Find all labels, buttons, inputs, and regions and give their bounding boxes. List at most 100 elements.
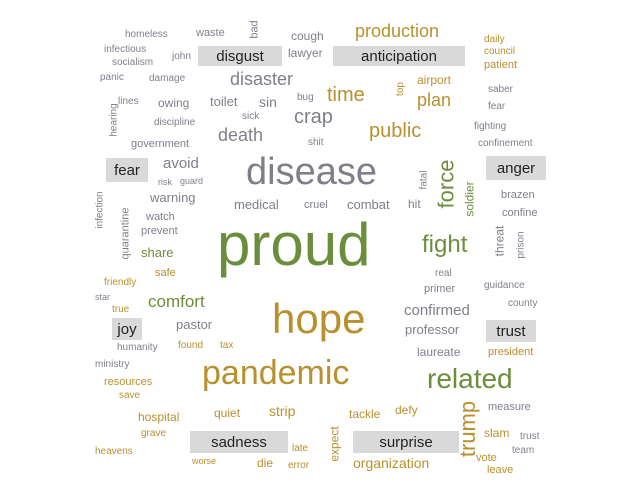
word-organization: organization	[353, 456, 429, 470]
word-production: production	[355, 22, 439, 40]
word-friendly: friendly	[104, 278, 136, 288]
word-late: late	[292, 444, 308, 454]
emotion-label-surprise: surprise	[353, 431, 459, 453]
word-trump: trump	[457, 401, 479, 457]
word-trust: trust	[520, 432, 539, 442]
word-real: real	[435, 269, 452, 279]
word-infectious: infectious	[104, 45, 146, 55]
word-plan: plan	[417, 91, 451, 109]
word-hearing: hearing	[110, 103, 120, 136]
word-error: error	[288, 461, 309, 471]
word-tax: tax	[220, 341, 233, 351]
word-time: time	[327, 85, 365, 105]
word-airport: airport	[417, 74, 451, 86]
word-cough: cough	[291, 30, 324, 42]
word-lawyer: lawyer	[288, 47, 323, 59]
word-grave: grave	[141, 429, 166, 439]
word-owing: owing	[158, 97, 189, 109]
word-fight: fight	[422, 233, 467, 257]
word-found: found	[178, 341, 203, 351]
word-toilet: toilet	[210, 95, 237, 108]
word-fear: fear	[488, 102, 505, 112]
word-disease: disease	[246, 153, 377, 191]
word-worse: worse	[192, 457, 216, 466]
word-risk: risk	[158, 178, 172, 187]
word-sin: sin	[259, 95, 277, 109]
word-bad: bad	[250, 20, 261, 38]
word-fatal: fatal	[419, 171, 429, 190]
word-confirmed: confirmed	[404, 303, 470, 318]
word-medical: medical	[234, 198, 279, 211]
word-safe: safe	[155, 268, 176, 279]
word-daily: daily	[484, 35, 505, 45]
word-shit: shit	[308, 138, 324, 148]
word-patient: patient	[484, 60, 517, 71]
word-save: save	[119, 391, 140, 401]
word-defy: defy	[395, 404, 418, 416]
word-john: john	[172, 52, 191, 62]
word-death: death	[218, 126, 263, 144]
word-crap: crap	[294, 107, 333, 127]
word-primer: primer	[424, 284, 455, 295]
word-saber: saber	[488, 85, 513, 95]
word-hope: hope	[272, 298, 365, 340]
word-lines: lines	[118, 97, 139, 107]
word-cruel: cruel	[304, 200, 328, 211]
word-prison: prison	[517, 231, 527, 258]
word-pastor: pastor	[176, 318, 212, 331]
emotion-label-trust: trust	[486, 320, 536, 342]
word-leave: leave	[487, 465, 513, 476]
word-vote: vote	[476, 453, 497, 464]
word-share: share	[141, 246, 174, 259]
word-confinement: confinement	[478, 139, 532, 149]
word-guidance: guidance	[484, 281, 525, 291]
word-true: true	[112, 305, 129, 315]
word-slam: slam	[484, 427, 509, 439]
emotion-label-fear: fear	[106, 158, 148, 182]
word-infection: infection	[96, 191, 106, 228]
word-homeless: homeless	[125, 30, 168, 40]
word-heavens: heavens	[95, 447, 133, 457]
word-team: team	[512, 446, 534, 456]
word-related: related	[427, 365, 513, 393]
emotion-label-anticipation: anticipation	[333, 46, 465, 66]
word-quarantine: quarantine	[121, 208, 132, 260]
word-socialism: socialism	[112, 58, 153, 68]
word-force: force	[435, 160, 457, 209]
word-council: council	[484, 47, 515, 57]
word-county: county	[508, 299, 537, 309]
word-proud: proud	[217, 215, 370, 275]
word-die: die	[257, 457, 273, 469]
word-government: government	[131, 139, 189, 150]
word-strip: strip	[269, 404, 295, 418]
word-hit: hit	[408, 198, 421, 210]
emotion-label-joy: joy	[112, 318, 142, 340]
word-pandemic: pandemic	[202, 356, 349, 390]
word-bug: bug	[297, 93, 314, 103]
word-measure: measure	[488, 402, 531, 413]
word-president: president	[488, 347, 533, 358]
word-comfort: comfort	[148, 293, 205, 310]
word-expect: expect	[329, 426, 341, 461]
emotion-label-sadness: sadness	[190, 431, 288, 453]
word-warning: warning	[150, 191, 196, 204]
word-guard: guard	[180, 177, 203, 186]
word-fighting: fighting	[474, 122, 506, 132]
word-hospital: hospital	[138, 411, 179, 423]
word-prevent: prevent	[141, 226, 178, 237]
emotion-label-disgust: disgust	[198, 46, 282, 66]
word-disaster: disaster	[230, 70, 293, 88]
word-professor: professor	[405, 323, 459, 336]
word-panic: panic	[100, 73, 124, 83]
word-confine: confine	[502, 208, 537, 219]
word-quiet: quiet	[214, 407, 240, 419]
word-waste: waste	[196, 28, 225, 39]
emotion-label-anger: anger	[486, 156, 546, 180]
word-laureate: laureate	[417, 346, 460, 358]
word-threat: threat	[493, 226, 505, 257]
word-sick: sick	[242, 112, 259, 122]
word-damage: damage	[149, 74, 185, 84]
word-resources: resources	[104, 377, 152, 388]
word-combat: combat	[347, 198, 390, 211]
